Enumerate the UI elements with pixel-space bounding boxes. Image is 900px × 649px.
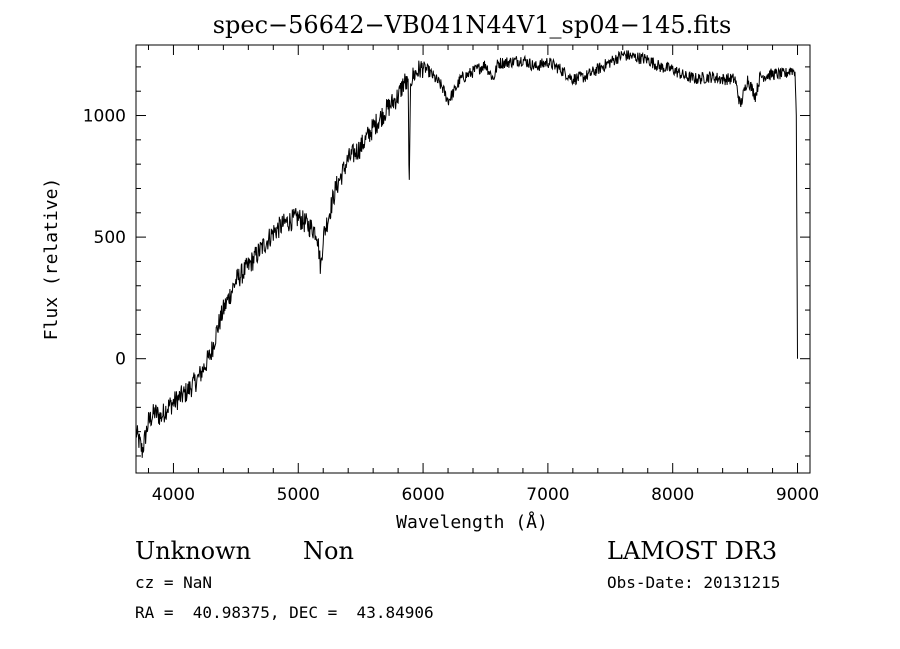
x-tick-label: 5000 (277, 485, 320, 505)
spectrum-line (135, 50, 798, 458)
object-class: Unknown (135, 537, 252, 565)
plot-frame (135, 44, 811, 474)
y-tick-label: 500 (94, 228, 126, 248)
x-tick-label: 7000 (526, 485, 569, 505)
x-axis-label: Wavelength (Å) (396, 511, 548, 533)
x-tick-label: 9000 (776, 485, 819, 505)
axis-tick-labels: 4000 5000 6000 7000 8000 9000 0 500 1000 (83, 107, 819, 505)
y-tick-label: 0 (115, 350, 126, 370)
x-tick-label: 6000 (401, 485, 444, 505)
survey-name: LAMOST DR3 (607, 537, 778, 565)
axis-ticks (136, 45, 810, 473)
object-subclass: Non (303, 537, 354, 565)
coordinates-text: RA = 40.98375, DEC = 43.84906 (135, 603, 434, 622)
obs-date: Obs-Date: 20131215 (607, 573, 781, 592)
y-axis-label: Flux (relative) (41, 178, 62, 341)
x-tick-label: 4000 (152, 485, 195, 505)
x-tick-label: 8000 (651, 485, 694, 505)
chart-title: spec−56642−VB041N44V1_sp04−145.fits (213, 11, 732, 39)
y-tick-label: 1000 (83, 107, 126, 127)
redshift-text: cz = NaN (135, 573, 213, 592)
